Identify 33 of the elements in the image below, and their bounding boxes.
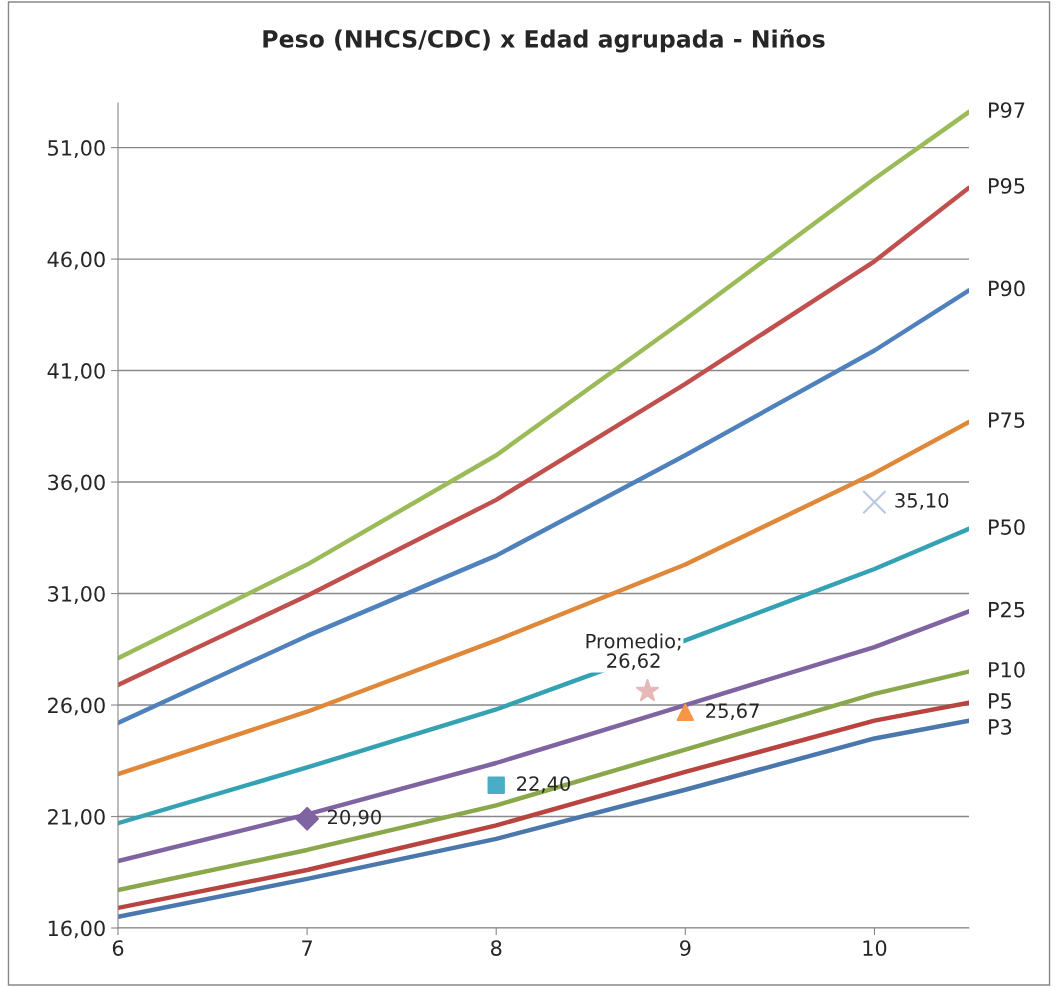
y-tick-label: 31,00 (48, 585, 105, 604)
point (862, 489, 887, 515)
data-label: 25,67 (706, 703, 759, 721)
point (676, 703, 695, 722)
x-tick-label: 6 (112, 940, 124, 956)
point (295, 806, 319, 831)
series-label: P75 (989, 412, 1025, 428)
series-label: P90 (989, 280, 1025, 297)
y-tick-label: 21,00 (48, 808, 105, 827)
y-tick-label: 41,00 (47, 363, 105, 381)
data-label: Promedio; 26,62 (586, 633, 681, 670)
series-label: P10 (989, 661, 1025, 678)
x-tick-label: 7 (302, 940, 312, 956)
y-tick-label: 16,00 (48, 920, 105, 939)
series-label: P3 (989, 719, 1012, 735)
point (487, 776, 505, 794)
y-tick-label: 36,00 (48, 474, 105, 493)
series-label: P95 (989, 178, 1025, 194)
y-tick-label: 26,00 (48, 697, 105, 716)
x-tick-label: 9 (680, 940, 691, 956)
x-tick-label: 10 (863, 940, 887, 956)
y-tick-label: 46,00 (47, 251, 105, 270)
data-label: 35,10 (895, 493, 949, 510)
series-label: P25 (989, 601, 1025, 618)
series-label: P50 (989, 519, 1025, 535)
x-tick-label: 8 (491, 940, 502, 956)
y-tick-label: 51,00 (48, 140, 105, 158)
data-label: 20,90 (327, 809, 381, 827)
series-label: P5 (989, 693, 1011, 709)
series-label: P97 (989, 102, 1025, 118)
chart-title: Peso (NHCS/CDC) x Edad agrupada - Niños (263, 29, 825, 53)
point (635, 679, 660, 702)
data-label: 22,40 (517, 776, 571, 793)
